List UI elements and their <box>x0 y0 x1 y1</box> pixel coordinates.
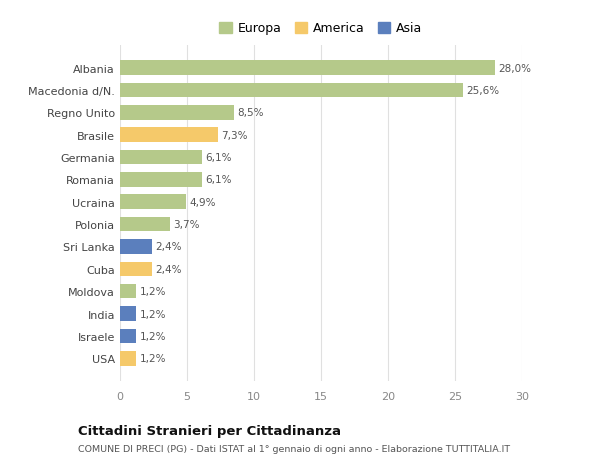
Bar <box>120 195 185 209</box>
Text: 1,2%: 1,2% <box>139 309 166 319</box>
Bar <box>120 307 136 321</box>
Bar <box>120 240 152 254</box>
Text: Cittadini Stranieri per Cittadinanza: Cittadini Stranieri per Cittadinanza <box>78 424 341 437</box>
Text: 1,2%: 1,2% <box>139 286 166 297</box>
Text: 2,4%: 2,4% <box>155 242 182 252</box>
Legend: Europa, America, Asia: Europa, America, Asia <box>215 19 427 39</box>
Bar <box>120 61 495 76</box>
Text: 1,2%: 1,2% <box>139 331 166 341</box>
Text: 6,1%: 6,1% <box>205 153 232 162</box>
Text: 1,2%: 1,2% <box>139 353 166 364</box>
Text: COMUNE DI PRECI (PG) - Dati ISTAT al 1° gennaio di ogni anno - Elaborazione TUTT: COMUNE DI PRECI (PG) - Dati ISTAT al 1° … <box>78 444 510 453</box>
Bar <box>120 284 136 299</box>
Text: 8,5%: 8,5% <box>237 108 264 118</box>
Text: 2,4%: 2,4% <box>155 264 182 274</box>
Bar <box>120 151 202 165</box>
Text: 25,6%: 25,6% <box>466 86 500 95</box>
Bar <box>120 351 136 366</box>
Text: 6,1%: 6,1% <box>205 175 232 185</box>
Text: 4,9%: 4,9% <box>189 197 215 207</box>
Text: 3,7%: 3,7% <box>173 219 199 230</box>
Bar <box>120 218 170 232</box>
Text: 7,3%: 7,3% <box>221 130 248 140</box>
Bar <box>120 128 218 143</box>
Bar <box>120 329 136 343</box>
Bar <box>120 84 463 98</box>
Bar <box>120 106 234 120</box>
Bar <box>120 173 202 187</box>
Bar <box>120 262 152 276</box>
Text: 28,0%: 28,0% <box>499 63 532 73</box>
